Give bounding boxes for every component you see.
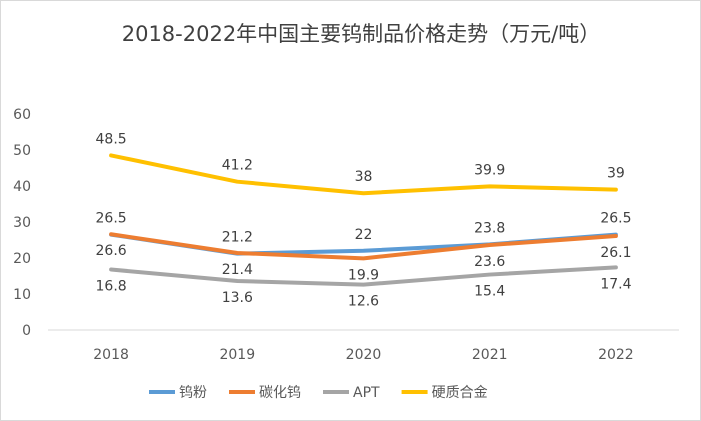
data-label: 26.5 <box>600 211 631 227</box>
data-label: 23.6 <box>474 254 505 270</box>
y-tick-label: 40 <box>13 179 31 195</box>
data-label: 26.6 <box>96 243 127 259</box>
y-tick-label: 0 <box>22 323 31 339</box>
series-line <box>109 232 618 261</box>
legend-label: 钨粉 <box>179 385 207 401</box>
x-tick-label: 2021 <box>472 347 508 363</box>
legend-label: 硬质合金 <box>432 385 488 401</box>
data-label: 17.4 <box>600 276 631 292</box>
data-label: 48.5 <box>96 131 127 147</box>
x-tick-label: 2020 <box>346 347 382 363</box>
y-tick-label: 50 <box>13 143 31 159</box>
y-tick-label: 20 <box>13 251 31 267</box>
data-label: 15.4 <box>474 284 505 300</box>
y-tick-label: 60 <box>13 107 31 123</box>
y-tick-label: 10 <box>13 287 31 303</box>
data-label: 38 <box>355 169 373 185</box>
x-tick-label: 2018 <box>93 347 129 363</box>
data-label: 22 <box>355 227 373 243</box>
x-tick-label: 2022 <box>598 347 634 363</box>
data-label: 21.2 <box>222 230 253 246</box>
chart-title: 2018-2022年中国主要钨制品价格走势（万元/吨） <box>121 22 601 46</box>
x-tick-label: 2019 <box>219 347 255 363</box>
series-line <box>109 265 618 287</box>
data-label: 19.9 <box>348 267 379 283</box>
data-label: 12.6 <box>348 294 379 310</box>
data-label: 26.1 <box>600 245 631 261</box>
data-label: 16.8 <box>96 279 127 295</box>
data-label: 21.4 <box>222 262 253 278</box>
legend-label: APT <box>353 385 380 401</box>
data-label: 26.5 <box>96 211 127 227</box>
data-label: 23.8 <box>474 220 505 236</box>
data-label: 41.2 <box>222 158 253 174</box>
y-tick-label: 30 <box>13 215 31 231</box>
data-label: 39 <box>607 166 625 182</box>
legend-label: 碳化钨 <box>259 385 301 401</box>
series-line <box>109 153 618 196</box>
data-label: 39.9 <box>474 162 505 178</box>
data-label: 13.6 <box>222 290 253 306</box>
